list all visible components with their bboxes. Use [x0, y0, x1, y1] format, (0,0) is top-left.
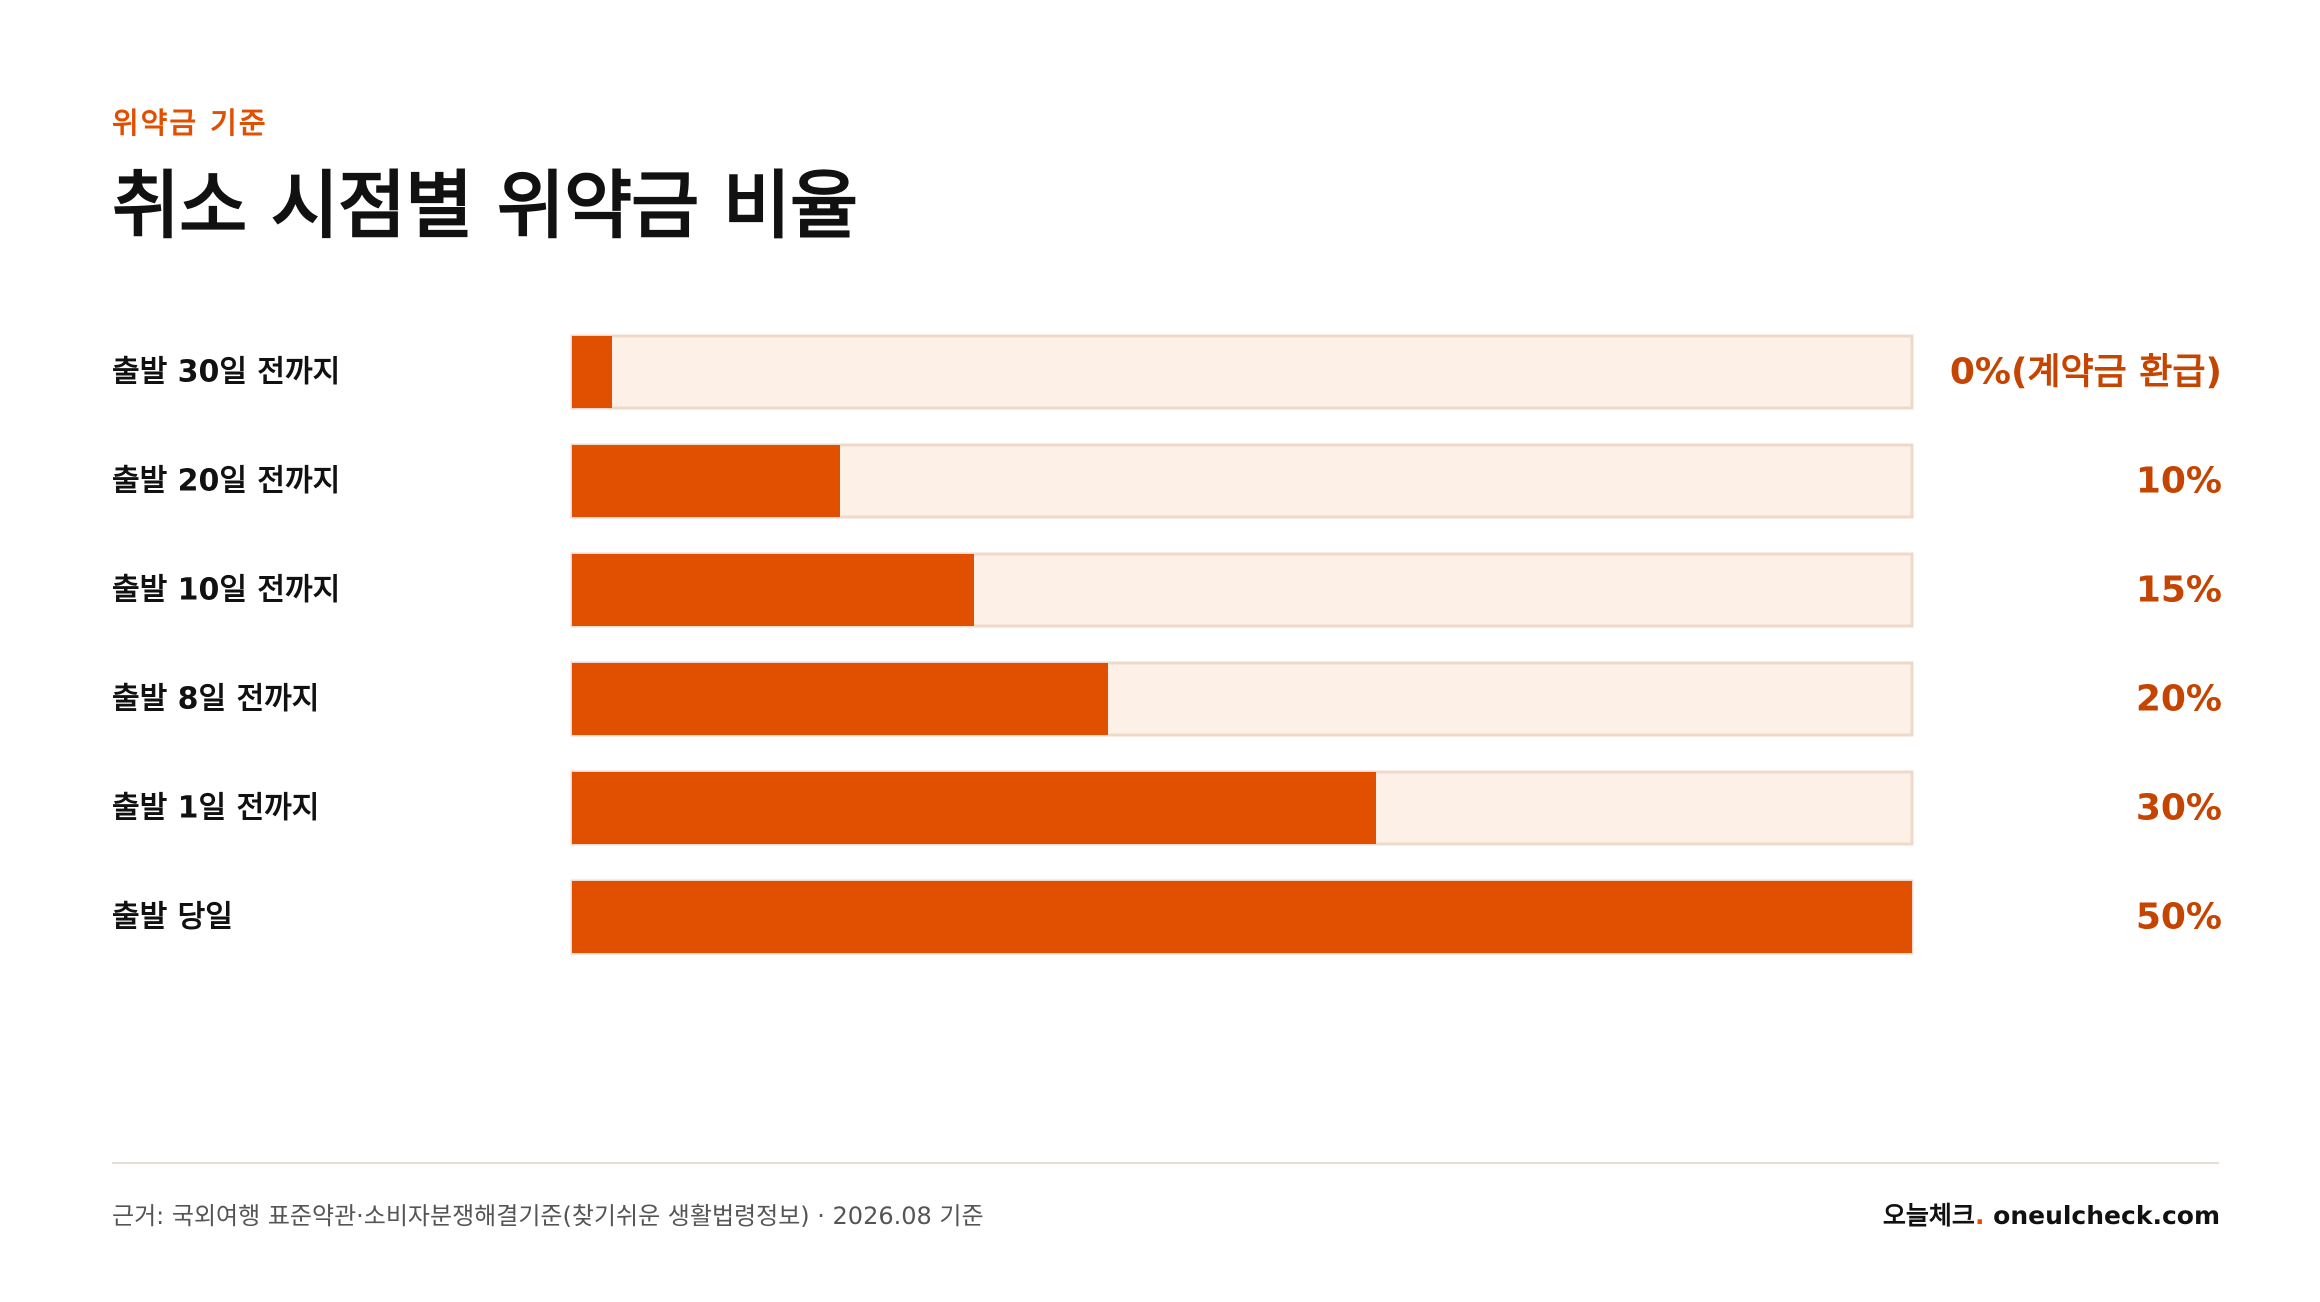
- value-label: 20%: [2136, 679, 2222, 720]
- value-label: 10%: [2136, 461, 2222, 502]
- bar: [572, 445, 840, 517]
- value-label: 50%: [2136, 897, 2222, 938]
- category-label: 출발 20일 전까지: [112, 464, 340, 499]
- value-label: 15%: [2136, 570, 2222, 611]
- value-label: 0%(계약금 환급): [1950, 352, 2222, 393]
- category-label: 출발 10일 전까지: [112, 573, 340, 608]
- brand-logo: 오늘체크. oneulcheck.com: [1883, 1196, 2220, 1232]
- category-label: 출발 당일: [112, 900, 233, 935]
- source-note: 근거: 국외여행 표준약관·소비자분쟁해결기준(찾기쉬운 생활법령정보) · 2…: [112, 1202, 984, 1230]
- bar: [572, 554, 974, 626]
- category-label: 출발 30일 전까지: [112, 355, 340, 390]
- category-label: 출발 1일 전까지: [112, 791, 319, 826]
- brand-dot: .: [1974, 1201, 1985, 1230]
- bar: [572, 663, 1108, 735]
- bar: [572, 772, 1376, 844]
- footer-divider: [112, 1162, 2219, 1164]
- bar: [572, 881, 1912, 953]
- category-label: 출발 8일 전까지: [112, 682, 319, 717]
- bar: [572, 336, 612, 408]
- value-label: 30%: [2136, 788, 2222, 829]
- brand-name: 오늘체크: [1882, 1201, 1975, 1230]
- bar-track: [570, 334, 1914, 410]
- eyebrow-label: 위약금 기준: [112, 106, 268, 140]
- page-title: 취소 시점별 위약금 비율: [112, 163, 858, 249]
- brand-domain: oneulcheck.com: [1984, 1201, 2220, 1230]
